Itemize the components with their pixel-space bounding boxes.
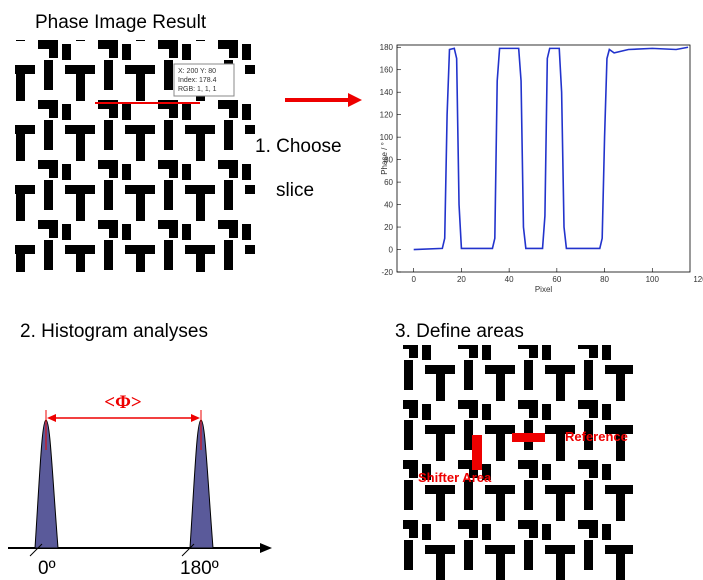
y-axis-label: Phase / ° (380, 142, 389, 175)
reference-area (512, 433, 545, 442)
step-label: 2. Histogram analyses (20, 321, 208, 342)
y-tick-label: 60 (384, 178, 393, 187)
area-label: Reference (565, 429, 628, 444)
tooltip-line: Index: 178.4 (178, 77, 217, 84)
y-tick-label: 100 (380, 133, 394, 142)
tooltip-line: X: 200 Y: 80 (178, 68, 216, 75)
step-label: 3. Define areas (395, 321, 524, 342)
x-tick-label: 0 (411, 275, 416, 284)
step-label: slice (276, 180, 314, 201)
x-tick-label: 40 (505, 275, 514, 284)
tooltip-line: RGB: 1, 1, 1 (178, 86, 217, 93)
hist-label: 0º (38, 558, 56, 579)
y-tick-label: 0 (389, 246, 394, 255)
shifter-area (472, 435, 482, 470)
x-tick-label: 100 (646, 275, 660, 284)
y-tick-label: 80 (384, 156, 393, 165)
area-image (403, 345, 633, 580)
phase-line (413, 46, 689, 251)
arrow-head (348, 93, 362, 107)
x-tick-label: 20 (457, 275, 466, 284)
hist-axis-head (260, 543, 272, 553)
phi-label: <Φ> (104, 392, 141, 413)
y-tick-label: 180 (380, 43, 394, 52)
title: Phase Image Result (35, 12, 207, 33)
y-tick-label: -20 (381, 268, 393, 277)
x-axis-label: Pixel (535, 285, 553, 294)
x-tick-label: 80 (600, 275, 609, 284)
x-tick-label: 60 (552, 275, 561, 284)
y-tick-label: 20 (384, 223, 393, 232)
tooltip (173, 63, 235, 97)
y-tick-label: 120 (380, 111, 394, 120)
hist-label: 180º (180, 558, 219, 579)
x-tick-label: 120 (693, 275, 703, 284)
tick (181, 543, 195, 557)
tick (29, 543, 43, 557)
y-tick-label: 140 (380, 88, 394, 97)
phi-arrow-head (47, 414, 56, 422)
y-tick-label: 40 (384, 201, 393, 210)
area-label: Shifter Area (418, 470, 492, 485)
step-label: 1. Choose (255, 136, 342, 157)
y-tick-label: 160 (380, 66, 394, 75)
phi-arrow-head (191, 414, 200, 422)
